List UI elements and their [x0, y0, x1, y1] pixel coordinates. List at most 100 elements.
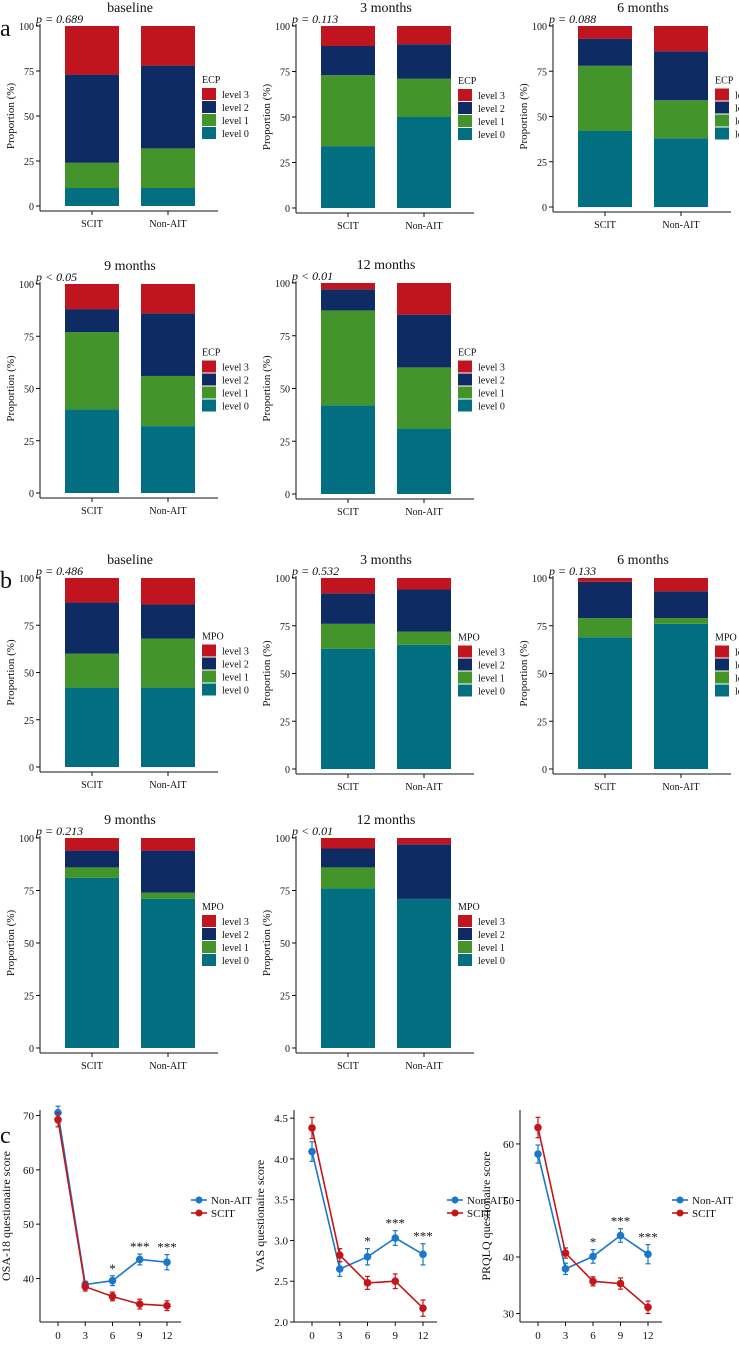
legend-swatch [458, 645, 472, 658]
y-tick-label: 60 [503, 1139, 515, 1151]
y-tick-label: 40 [503, 1252, 515, 1264]
bar-segment-level-2-scit [321, 289, 375, 311]
data-point-non-ait [419, 1250, 427, 1259]
bar-segment-level-3-non-ait [654, 578, 708, 592]
x-tick-label: Non-AIT [662, 220, 699, 231]
y-tick-label: 50 [280, 670, 290, 681]
y-tick-label: 25 [280, 992, 290, 1003]
bar-segment-level-0-scit [65, 188, 119, 206]
stacked-bar-chart-b-1: baseline p = 0.486 Proportion (%) 0 25 50 75 10… [5, 553, 249, 791]
y-tick-label: 30 [503, 1309, 515, 1321]
bar-segment-level-3-scit [321, 838, 375, 849]
chart-title: 3 months [360, 553, 412, 568]
bar-segment-level-0-non-ait [397, 117, 451, 208]
significance-marker: *** [157, 1240, 177, 1255]
bar-segment-level-0-scit [321, 405, 375, 494]
data-point-scit [335, 1251, 344, 1259]
legend-label: level 2 [222, 930, 249, 941]
y-tick-label: 2.5 [274, 1276, 288, 1288]
bar-segment-level-1-scit [65, 653, 119, 688]
x-tick-label: SCIT [594, 220, 616, 231]
legend-label: level 1 [478, 674, 505, 685]
legend-label: level 2 [735, 104, 739, 115]
legend-label: level 0 [478, 956, 505, 967]
legend-swatch [458, 941, 472, 953]
y-tick-label: 75 [24, 67, 34, 78]
legend-label: level 2 [222, 376, 249, 387]
x-tick-label: 9 [137, 1330, 143, 1342]
y-tick-label: 60 [23, 1165, 35, 1177]
legend-marker [195, 1209, 203, 1217]
bar-segment-level-0-scit [321, 146, 375, 208]
bar-segment-level-1-scit [578, 618, 632, 638]
y-tick-label: 25 [24, 716, 34, 727]
x-tick-label: 9 [393, 1330, 399, 1342]
y-tick-label: 75 [280, 622, 290, 633]
bar-segment-level-3-scit [321, 26, 375, 47]
legend-swatch [202, 127, 216, 139]
y-tick-label: 25 [24, 437, 34, 448]
bar-segment-level-0-non-ait [654, 623, 708, 769]
bar-segment-level-2-non-ait [397, 589, 451, 632]
stacked-bar-chart-b-2: 3 months p = 0.532 Proportion (%) 0 25 50 75 10… [261, 553, 505, 793]
y-tick-label: 0 [542, 765, 547, 776]
bar-segment-level-0-non-ait [654, 138, 708, 207]
chart-title: 6 months [617, 553, 669, 568]
legend-label: level 3 [222, 647, 249, 658]
bar-segment-level-2-non-ait [654, 51, 708, 101]
y-tick-label: 75 [280, 68, 290, 79]
y-tick-label: 0 [285, 490, 290, 501]
y-axis-label: Proportion (%) [261, 84, 273, 151]
legend-label: level 3 [222, 917, 249, 928]
bar-segment-level-3-scit [578, 26, 632, 39]
legend-label: level 3 [222, 90, 249, 101]
bar-segment-level-0-scit [65, 687, 119, 767]
y-axis-label: Proportion (%) [518, 640, 530, 707]
y-tick-label: 4.0 [274, 1154, 288, 1166]
bar-segment-level-2-non-ait [141, 65, 195, 149]
legend-swatch [202, 915, 216, 927]
y-tick-label: 0 [29, 489, 34, 500]
legend-label: level 0 [222, 686, 249, 697]
legend-marker [195, 1196, 203, 1204]
p-value-label: p = 0.113 [291, 12, 338, 26]
y-axis-label: VAS questionaire score [253, 1160, 267, 1272]
legend-marker [676, 1209, 684, 1217]
x-tick-label: SCIT [81, 219, 103, 230]
bar-segment-level-3-scit [65, 26, 119, 75]
stacked-bar-chart-a-3: 6 months p = 0.088 Proportion (%) 0 25 50 75 10… [518, 1, 739, 231]
y-tick-label: 25 [280, 717, 290, 728]
bar-segment-level-3-scit [65, 838, 119, 851]
legend-swatch [458, 399, 472, 412]
bar-segment-level-1-non-ait [141, 892, 195, 899]
y-tick-label: 75 [537, 622, 547, 633]
legend-swatch [715, 127, 729, 140]
legend-swatch [458, 102, 472, 114]
legend-swatch [202, 657, 216, 670]
stacked-bar-chart-a-5: 12 months p < 0.01 Proportion (%) 0 25 50 75 10… [261, 258, 505, 518]
legend-swatch [202, 670, 216, 683]
data-point-non-ait [108, 1276, 117, 1285]
significance-marker: *** [611, 1214, 631, 1229]
y-tick-label: 70 [23, 1110, 35, 1122]
legend-title: ECP [458, 348, 477, 359]
legend-swatch [202, 360, 216, 373]
bar-segment-level-0-non-ait [141, 426, 195, 493]
legend-title: MPO [458, 633, 480, 644]
data-point-scit [419, 1304, 427, 1312]
chart-title: 9 months [104, 259, 156, 274]
bar-segment-level-3-scit [321, 578, 375, 594]
stacked-bar-chart-b-3: 6 months p = 0.133 Proportion (%) 0 25 50 75 10… [518, 553, 739, 793]
legend-label: level 3 [735, 91, 739, 102]
legend-swatch [715, 671, 729, 684]
p-value-label: p = 0.088 [548, 12, 596, 26]
legend-marker [451, 1209, 459, 1217]
legend-swatch [202, 941, 216, 953]
legend-label: level 3 [478, 917, 505, 928]
bar-segment-level-1-scit [65, 332, 119, 410]
legend-label: level 1 [478, 389, 505, 400]
y-tick-label: 100 [532, 22, 547, 33]
legend-label: level 1 [478, 943, 505, 954]
bar-segment-level-2-non-ait [141, 850, 195, 893]
